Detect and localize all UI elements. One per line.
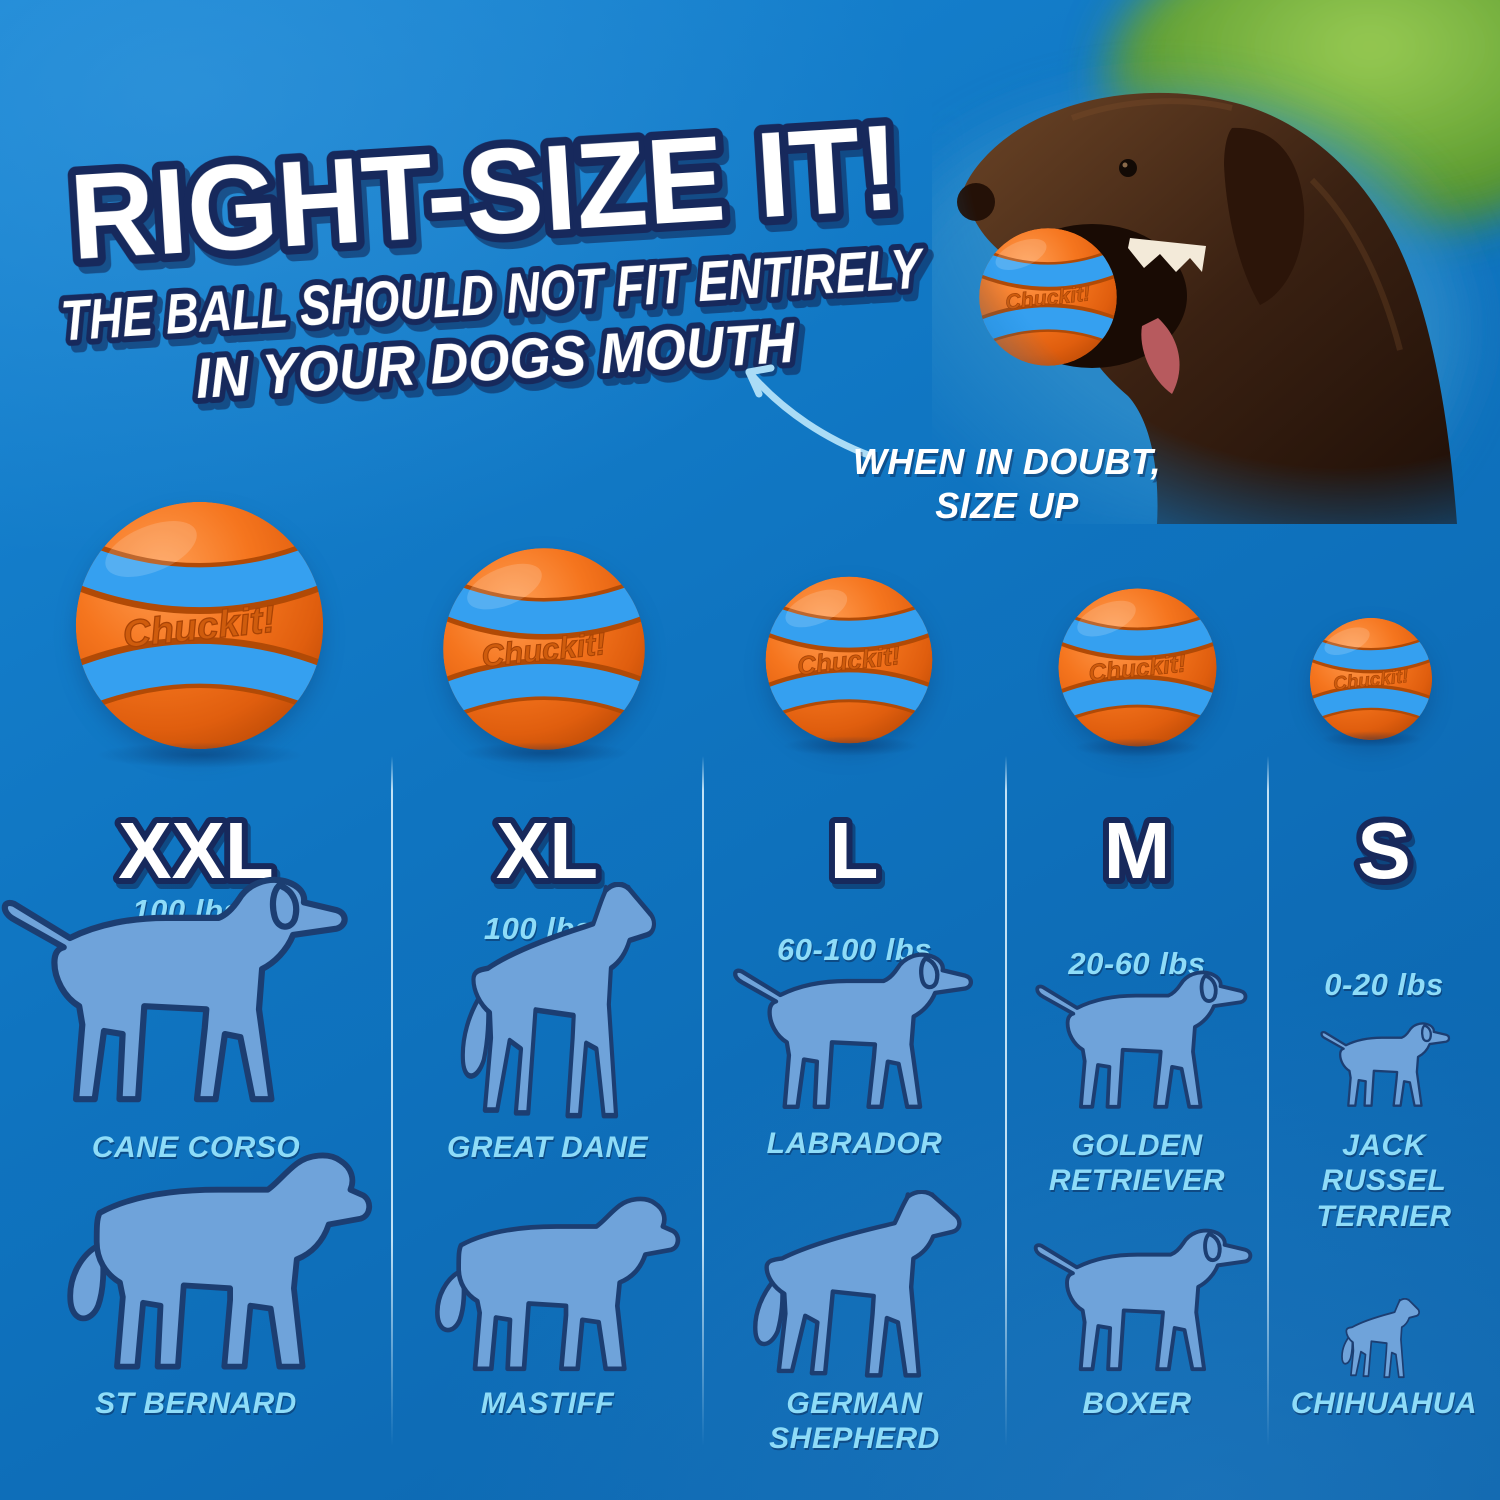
size-label-m: M [1098,800,1177,898]
size-label-l: L [824,800,885,898]
size-label-xl: XL [490,800,604,898]
breed-label-golden-retriever: GOLDEN RETRIEVER [1048,1129,1226,1198]
silhouette-st-bernard [30,1152,378,1384]
column-divider [391,756,393,1446]
headline: RIGHT-SIZE IT! THE BALL SHOULD NOT FIT E… [53,90,933,417]
weight-label-m: 20-60 lbs [1068,946,1206,981]
silhouette-great-dane [428,882,676,1124]
silhouette-german-shepherd [718,1190,983,1382]
column-divider [1005,756,1007,1446]
svg-text:S: S [1357,806,1410,895]
silhouette-cane-corso [0,876,352,1124]
silhouette-boxer [1020,1228,1255,1385]
callout-line-1: WHEN IN DOUBT, [852,441,1162,482]
svg-text:M: M [1104,806,1171,895]
breed-label-german-shepherd: GERMAN SHEPHERD [769,1387,940,1456]
silhouette-golden-retriever [1022,970,1250,1122]
breed-label-cane-corso: CANE CORSO [91,1131,301,1164]
breed-label-boxer: BOXER [1082,1387,1192,1420]
callout-arrow-icon [745,364,875,460]
ball-s [1308,616,1434,742]
ball-xxl [72,498,327,753]
column-divider [1267,756,1269,1446]
silhouette-chihuahua [1328,1298,1428,1380]
breed-label-mastiff: MASTIFF [480,1387,615,1420]
breed-label-st-bernard: ST BERNARD [95,1387,297,1420]
dog-eye [1119,159,1137,177]
teeth [1128,238,1206,272]
dog-ear [1224,127,1305,305]
dog-photo [932,0,1500,524]
size-label-s: S [1351,800,1416,898]
weight-label-s: 0-20 lbs [1324,967,1444,1002]
callout-line-2: SIZE UP [935,484,1079,526]
ball-xl [440,545,648,753]
silhouette-jack-russel [1312,1022,1452,1115]
ball-shadow [462,742,630,764]
svg-text:L: L [830,806,879,895]
ball-shadow [95,742,305,768]
column-divider [702,756,704,1446]
ball-m [1056,586,1219,749]
breed-label-great-dane: GREAT DANE [446,1131,649,1164]
silhouette-mastiff [405,1196,685,1383]
breed-label-chihuahua: CHIHUAHUA [1290,1387,1478,1420]
svg-text:XL: XL [496,806,598,895]
ball-shadow [1073,738,1203,757]
svg-text:XXL: XXL [118,806,274,895]
ball-l [763,574,935,746]
dog-nose [957,183,995,221]
ball-shadow [782,736,920,756]
ball-shadow [1321,731,1423,747]
breed-label-jack-russel: JACK RUSSEL TERRIER [1316,1129,1452,1233]
size-label-xxl: XXL [112,800,280,898]
callout: WHEN IN DOUBT, SIZE UP [852,440,1162,528]
silhouette-labrador [718,952,976,1124]
tongue [1141,318,1180,394]
breed-label-labrador: LABRADOR [766,1127,943,1160]
